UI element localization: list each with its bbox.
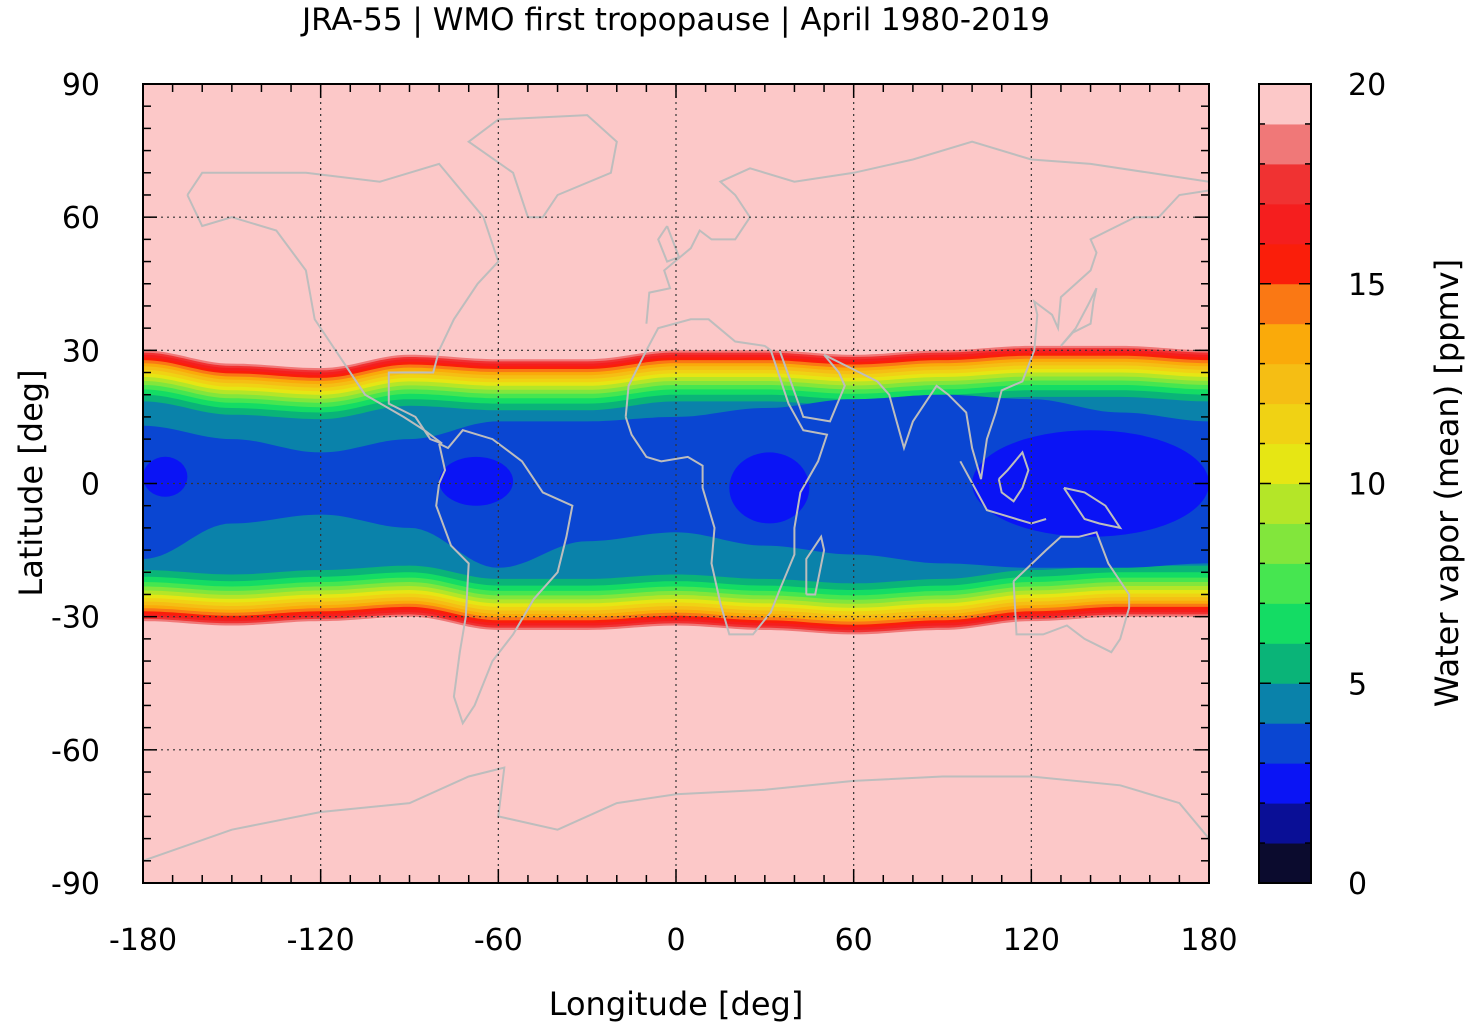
y-tick-labels: 90 60 30 0 -30 -60 -90 <box>51 68 100 902</box>
colorbar-swatch <box>1259 84 1311 125</box>
y-tick-label: 30 <box>62 334 100 369</box>
coastline <box>435 429 574 726</box>
colorbar-tick-label: 5 <box>1348 667 1367 702</box>
colorbar-swatch <box>1259 763 1311 804</box>
coastline <box>186 162 500 445</box>
coastline <box>624 318 829 636</box>
colorbar-swatch <box>1259 523 1311 564</box>
x-tick-label: 60 <box>835 923 873 958</box>
contour-driest-south-america <box>439 456 514 506</box>
chart-title: JRA-55 | WMO first tropopause | April 19… <box>300 2 1050 38</box>
x-axis-title: Longitude [deg] <box>549 985 804 1023</box>
coastline <box>1060 287 1098 347</box>
colorbar-swatch <box>1259 643 1311 684</box>
colorbar <box>1258 83 1312 884</box>
y-tick-label: -60 <box>51 734 100 769</box>
y-tick-label: -90 <box>51 867 100 902</box>
colorbar-swatch <box>1259 283 1311 325</box>
colorbar-swatch <box>1259 323 1311 365</box>
x-tick-label: 0 <box>666 923 685 958</box>
axis-ticks <box>142 83 1210 884</box>
colorbar-swatch <box>1259 603 1311 644</box>
x-tick-label: 180 <box>1180 923 1237 958</box>
colorbar-swatch <box>1259 723 1311 764</box>
colorbar-swatch <box>1259 683 1311 724</box>
x-tick-label: -120 <box>287 923 355 958</box>
x-tick-label: 120 <box>1003 923 1060 958</box>
colorbar-swatch <box>1259 163 1311 205</box>
y-axis-title: Latitude [deg] <box>12 369 50 596</box>
grid-lines <box>143 84 1209 883</box>
coastline <box>645 140 1209 324</box>
coastline <box>657 225 681 263</box>
contour-driest-east-africa <box>729 452 810 524</box>
colorbar-swatch <box>1259 243 1311 285</box>
x-tick-labels: -180 -120 -60 0 60 120 180 <box>109 923 1238 958</box>
colorbar-swatch <box>1259 843 1311 884</box>
colorbar-swatch <box>1259 403 1311 445</box>
coastline <box>1012 531 1131 654</box>
y-tick-label: 0 <box>81 468 100 503</box>
y-tick-label: 90 <box>62 68 100 103</box>
plot-area <box>143 84 1209 883</box>
y-tick-label: 60 <box>62 201 100 236</box>
coastline <box>143 766 1209 862</box>
coastline <box>466 114 618 219</box>
colorbar-tick-label: 0 <box>1348 867 1367 902</box>
colorbar-tick-label: 15 <box>1348 268 1386 303</box>
colorbar-swatch <box>1259 443 1311 484</box>
colorbar-swatch <box>1259 483 1311 524</box>
x-tick-label: -60 <box>474 923 523 958</box>
coastline <box>997 450 1030 503</box>
coastline <box>778 189 1209 480</box>
colorbar-swatch <box>1259 203 1311 245</box>
colorbar-tick-label: 10 <box>1348 468 1386 503</box>
colorbar-swatch <box>1259 563 1311 604</box>
x-tick-label: -180 <box>109 923 177 958</box>
colorbar-title: Water vapor (mean) [ppmv] <box>1428 259 1466 707</box>
y-tick-label: -30 <box>51 601 100 636</box>
colorbar-ticks: 20 15 10 5 0 <box>1259 68 1386 902</box>
coastline <box>959 460 1047 525</box>
colorbar-swatch <box>1259 123 1311 165</box>
contour-driest-central-pacific <box>143 456 188 497</box>
colorbar-swatch <box>1259 363 1311 405</box>
colorbar-swatch <box>1259 803 1311 844</box>
colorbar-tick-label: 20 <box>1348 68 1386 103</box>
coastline <box>805 534 826 596</box>
coastline <box>1063 486 1123 530</box>
